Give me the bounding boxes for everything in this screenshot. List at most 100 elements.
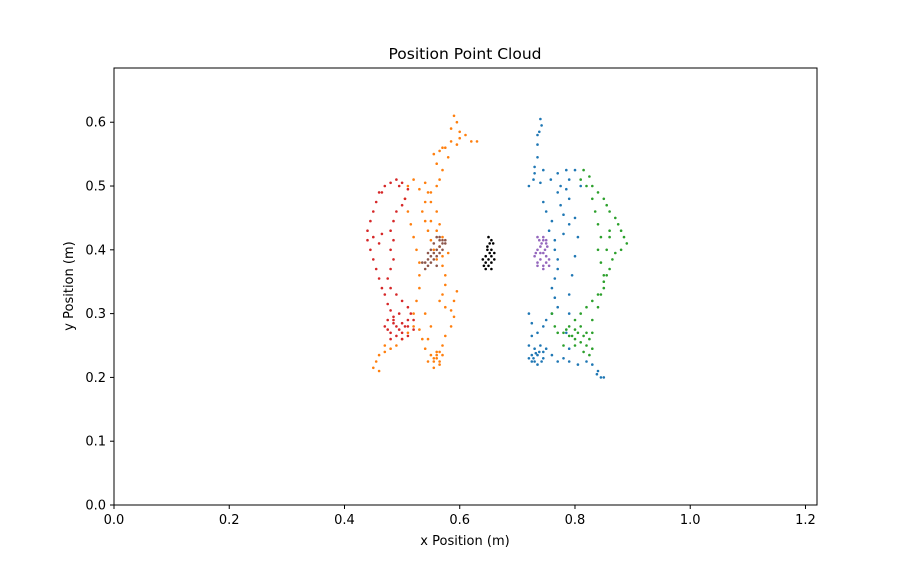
scatter-point-series-4 <box>389 286 392 290</box>
scatter-point-series-4 <box>372 235 375 239</box>
scatter-point-series-5 <box>542 235 545 239</box>
y-axis-label: y Position (m) <box>62 241 77 330</box>
scatter-point-series-2 <box>458 130 462 134</box>
scatter-point-series-5 <box>544 261 548 264</box>
scatter-point-series-2 <box>438 223 441 226</box>
scatter-point-series-3 <box>605 203 608 207</box>
scatter-point-series-1 <box>530 321 534 325</box>
scatter-point-series-2 <box>455 290 459 293</box>
chart-title: Position Point Cloud <box>389 45 542 63</box>
scatter-point-series-2 <box>444 305 447 309</box>
scatter-point-series-1 <box>579 184 582 188</box>
scatter-point-series-2 <box>423 347 427 351</box>
scatter-point-series-6 <box>426 258 430 261</box>
scatter-point-series-4 <box>372 210 375 213</box>
scatter-point-series-2 <box>464 133 467 137</box>
scatter-point-series-4 <box>397 328 401 331</box>
scatter-point-series-4 <box>400 331 404 335</box>
scatter-point-series-3 <box>550 312 554 315</box>
scatter-point-series-1 <box>553 248 557 252</box>
scatter-point-series-7 <box>481 258 485 261</box>
scatter-point-series-2 <box>423 200 427 204</box>
scatter-point-series-2 <box>383 350 387 354</box>
scatter-point-series-1 <box>602 376 606 379</box>
scatter-point-series-1 <box>567 360 571 363</box>
scatter-point-series-5 <box>544 254 548 258</box>
scatter-point-series-3 <box>608 210 611 213</box>
scatter-point-series-2 <box>383 344 387 347</box>
scatter-point-series-3 <box>565 328 568 331</box>
scatter-point-series-3 <box>591 184 594 188</box>
scatter-point-series-2 <box>374 360 378 363</box>
scatter-point-series-7 <box>488 242 492 245</box>
scatter-point-series-1 <box>538 130 541 134</box>
scatter-point-series-3 <box>602 280 606 284</box>
scatter-point-series-6 <box>429 248 433 252</box>
scatter-point-series-4 <box>406 305 410 309</box>
scatter-point-series-1 <box>530 353 534 357</box>
scatter-point-series-1 <box>595 372 599 376</box>
scatter-point-series-5 <box>536 235 539 239</box>
scatter-point-series-5 <box>547 258 551 261</box>
scatter-point-series-3 <box>591 318 594 322</box>
scatter-point-series-3 <box>585 344 588 347</box>
scatter-point-series-6 <box>435 254 439 258</box>
scatter-point-series-7 <box>487 264 490 268</box>
scatter-point-series-4 <box>389 331 392 335</box>
scatter-point-series-6 <box>423 267 427 271</box>
scatter-point-series-1 <box>536 133 539 137</box>
scatter-point-series-1 <box>573 168 577 172</box>
scatter-point-series-3 <box>611 258 614 261</box>
scatter-point-series-4 <box>395 334 398 338</box>
scatter-point-series-1 <box>565 187 568 191</box>
scatter-point-series-2 <box>406 210 410 213</box>
scatter-point-series-6 <box>444 242 447 245</box>
x-tick-label: 0.4 <box>334 513 355 528</box>
scatter-point-series-3 <box>619 229 623 232</box>
scatter-point-series-1 <box>565 331 568 335</box>
scatter-point-series-1 <box>539 181 542 185</box>
scatter-point-series-4 <box>386 328 390 331</box>
scatter-point-series-7 <box>486 245 489 248</box>
scatter-point-series-2 <box>415 299 418 303</box>
scatter-point-series-2 <box>435 353 439 357</box>
scatter-point-series-1 <box>534 351 538 355</box>
scatter-point-series-4 <box>372 258 375 261</box>
scatter-point-series-4 <box>389 229 392 232</box>
scatter-point-series-2 <box>418 187 421 191</box>
scatter-point-series-4 <box>412 328 415 331</box>
scatter-point-series-4 <box>392 321 395 325</box>
scatter-point-series-3 <box>625 242 629 245</box>
scatter-point-series-4 <box>403 325 407 328</box>
scatter-point-series-2 <box>441 264 444 268</box>
scatter-point-series-1 <box>556 191 559 194</box>
scatter-point-series-4 <box>400 203 404 207</box>
scatter-point-series-2 <box>415 248 418 252</box>
scatter-point-series-1 <box>527 184 531 188</box>
scatter-point-series-2 <box>452 315 456 319</box>
scatter-point-series-1 <box>544 210 548 213</box>
scatter-point-series-3 <box>599 235 603 239</box>
scatter-point-series-2 <box>435 210 439 213</box>
scatter-point-series-3 <box>596 248 600 252</box>
scatter-point-series-3 <box>591 331 594 335</box>
scatter-point-series-1 <box>532 178 535 181</box>
scatter-point-series-1 <box>533 165 536 169</box>
scatter-point-series-3 <box>591 299 594 303</box>
scatter-point-series-2 <box>426 191 430 194</box>
scatter-point-series-5 <box>533 254 536 258</box>
scatter-point-series-4 <box>386 277 390 280</box>
scatter-point-series-2 <box>452 114 456 118</box>
scatter-point-series-4 <box>395 325 398 328</box>
scatter-point-series-3 <box>596 293 600 296</box>
scatter-point-series-4 <box>392 258 395 261</box>
scatter-point-series-6 <box>426 264 430 268</box>
scatter-point-series-3 <box>579 341 582 344</box>
scatter-point-series-2 <box>438 178 441 181</box>
scatter-point-series-1 <box>549 178 553 181</box>
scatter-point-series-1 <box>567 347 571 351</box>
scatter-point-series-4 <box>377 191 381 194</box>
x-tick-label: 1.2 <box>795 513 816 528</box>
scatter-point-series-3 <box>553 325 557 328</box>
scatter-point-series-1 <box>591 363 594 366</box>
